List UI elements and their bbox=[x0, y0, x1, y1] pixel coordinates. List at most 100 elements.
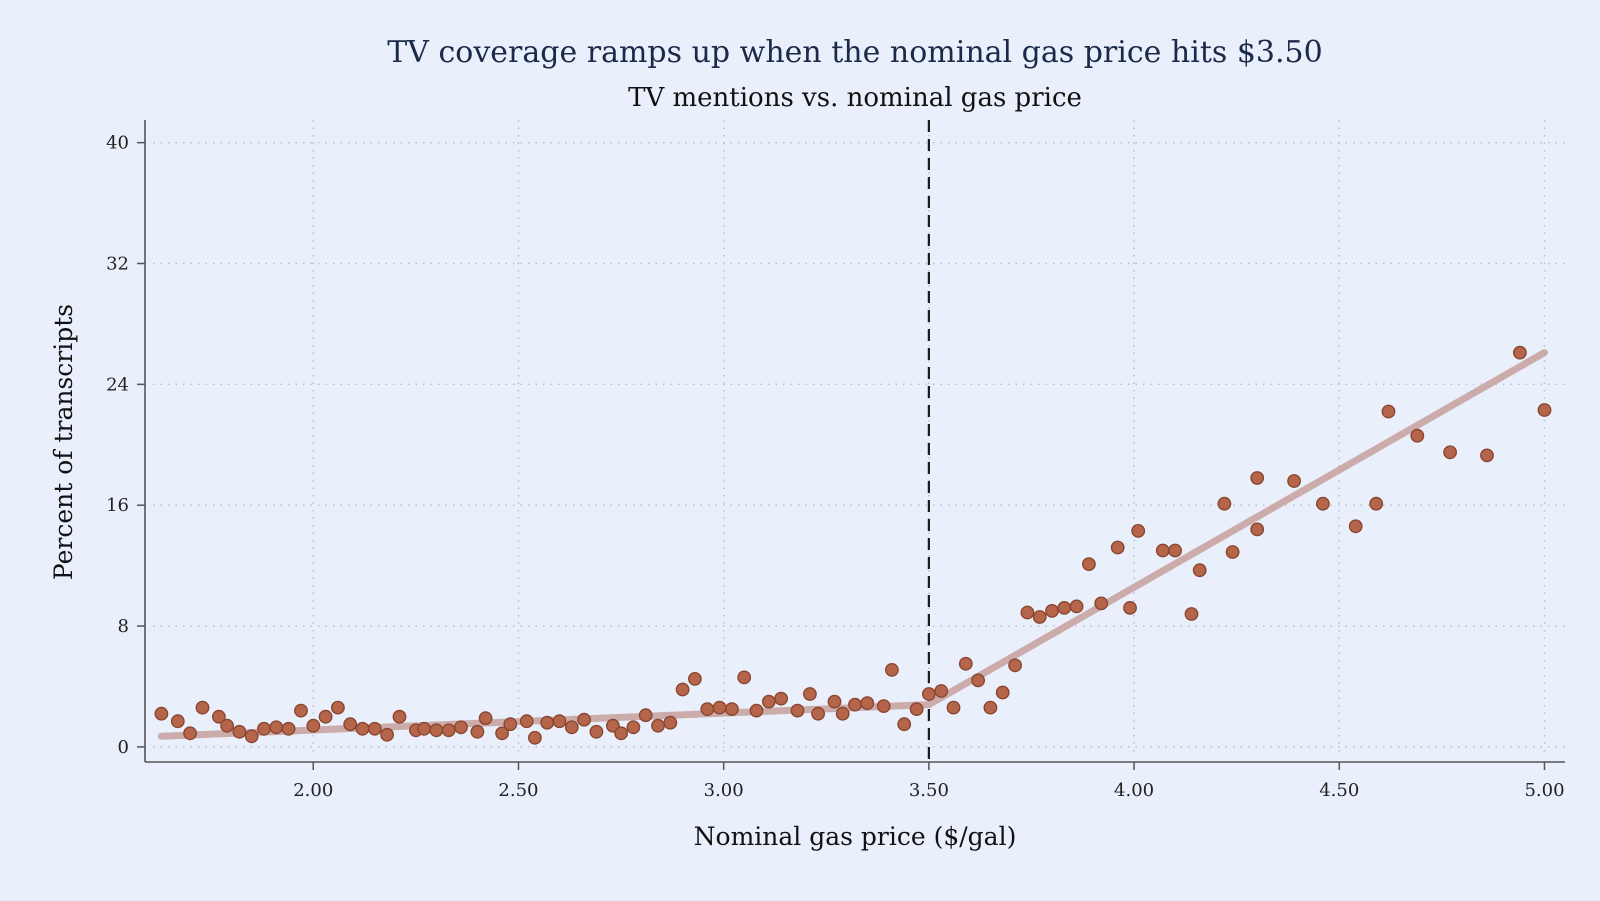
data-point bbox=[835, 706, 850, 721]
y-tick-label: 40 bbox=[106, 133, 129, 154]
data-point bbox=[367, 721, 382, 736]
data-point bbox=[971, 673, 985, 688]
data-point bbox=[922, 687, 936, 701]
y-tick-label: 0 bbox=[118, 737, 129, 758]
data-point bbox=[1082, 557, 1096, 571]
data-point bbox=[183, 726, 198, 741]
data-point bbox=[154, 706, 169, 721]
data-point bbox=[306, 718, 321, 733]
data-point bbox=[232, 724, 247, 739]
data-point bbox=[803, 687, 817, 701]
data-point bbox=[651, 718, 665, 733]
data-point bbox=[1348, 519, 1363, 534]
data-point bbox=[1381, 404, 1396, 419]
data-point bbox=[1443, 445, 1458, 460]
data-point bbox=[1480, 448, 1494, 463]
chart-subtitle: TV mentions vs. nominal gas price bbox=[628, 83, 1082, 113]
x-tick-label: 5.00 bbox=[1524, 780, 1564, 801]
y-tick-label: 16 bbox=[106, 495, 129, 516]
x-tick-label: 2.50 bbox=[498, 780, 538, 801]
data-point bbox=[1057, 601, 1072, 615]
data-point bbox=[454, 720, 468, 735]
data-point bbox=[827, 694, 842, 709]
data-point bbox=[478, 711, 493, 726]
data-point bbox=[519, 714, 534, 729]
data-point bbox=[257, 721, 271, 736]
data-point bbox=[675, 682, 690, 697]
data-point bbox=[1123, 601, 1137, 615]
data-point bbox=[1184, 607, 1199, 621]
x-axis-label: Nominal gas price ($/gal) bbox=[694, 822, 1017, 851]
data-point bbox=[220, 718, 235, 733]
data-point bbox=[774, 691, 788, 706]
x-tick-label: 4.00 bbox=[1114, 780, 1154, 801]
data-point bbox=[995, 685, 1010, 700]
x-tick-label: 3.00 bbox=[704, 780, 744, 801]
data-point bbox=[470, 724, 485, 739]
data-point bbox=[958, 656, 973, 671]
data-point bbox=[269, 720, 284, 735]
data-point bbox=[1020, 605, 1035, 620]
data-point bbox=[528, 730, 542, 745]
data-point bbox=[1110, 540, 1125, 555]
data-point bbox=[1192, 563, 1207, 578]
data-point bbox=[1131, 524, 1146, 538]
data-point bbox=[1168, 543, 1183, 558]
fit-line-layer bbox=[157, 349, 1548, 740]
data-point bbox=[564, 720, 579, 735]
data-point bbox=[318, 709, 333, 724]
data-point bbox=[211, 709, 226, 724]
grid-lines bbox=[153, 120, 1565, 756]
fit-line bbox=[157, 349, 1548, 740]
x-axis-ticks: 2.00 2.50 3.00 3.50 4.00 4.50 5.00 bbox=[293, 762, 1565, 801]
data-point bbox=[626, 720, 641, 735]
data-point bbox=[1513, 345, 1527, 360]
data-point bbox=[343, 717, 358, 732]
data-point bbox=[330, 700, 345, 715]
data-point bbox=[860, 696, 875, 710]
data-point bbox=[638, 708, 653, 723]
data-point bbox=[663, 715, 678, 730]
y-tick-label: 8 bbox=[118, 616, 129, 637]
axes bbox=[144, 120, 1565, 763]
data-point bbox=[1250, 471, 1265, 485]
data-point bbox=[552, 714, 567, 729]
data-point bbox=[1410, 428, 1425, 443]
data-point bbox=[688, 672, 702, 686]
y-axis-ticks: 0 8 16 24 32 40 bbox=[106, 133, 145, 758]
data-point bbox=[1225, 545, 1240, 559]
data-point bbox=[761, 694, 776, 709]
data-point bbox=[429, 723, 444, 738]
data-point bbox=[1287, 474, 1302, 488]
y-tick-label: 24 bbox=[106, 374, 129, 395]
data-point bbox=[380, 727, 394, 742]
data-point bbox=[1094, 596, 1109, 611]
data-point bbox=[700, 702, 715, 716]
x-tick-label: 2.00 bbox=[293, 780, 333, 801]
data-point bbox=[281, 721, 296, 736]
data-point bbox=[577, 712, 591, 727]
data-point bbox=[885, 663, 899, 677]
data-point bbox=[1316, 496, 1330, 511]
data-point bbox=[811, 706, 825, 721]
data-point bbox=[355, 721, 370, 736]
data-point bbox=[495, 726, 509, 741]
data-point bbox=[170, 714, 185, 729]
data-point bbox=[848, 697, 862, 712]
y-tick-label: 32 bbox=[106, 254, 129, 275]
data-point bbox=[1069, 599, 1084, 614]
data-point bbox=[983, 700, 998, 715]
data-point bbox=[876, 699, 891, 713]
data-point bbox=[195, 700, 210, 715]
data-point bbox=[1155, 543, 1170, 558]
data-point bbox=[1217, 496, 1232, 511]
data-point bbox=[1250, 522, 1265, 537]
data-point bbox=[712, 700, 727, 715]
data-point bbox=[417, 721, 431, 736]
data-point bbox=[244, 729, 259, 744]
x-tick-label: 4.50 bbox=[1319, 780, 1359, 801]
data-point bbox=[441, 723, 456, 738]
data-point bbox=[1032, 610, 1047, 624]
data-point bbox=[503, 717, 518, 732]
